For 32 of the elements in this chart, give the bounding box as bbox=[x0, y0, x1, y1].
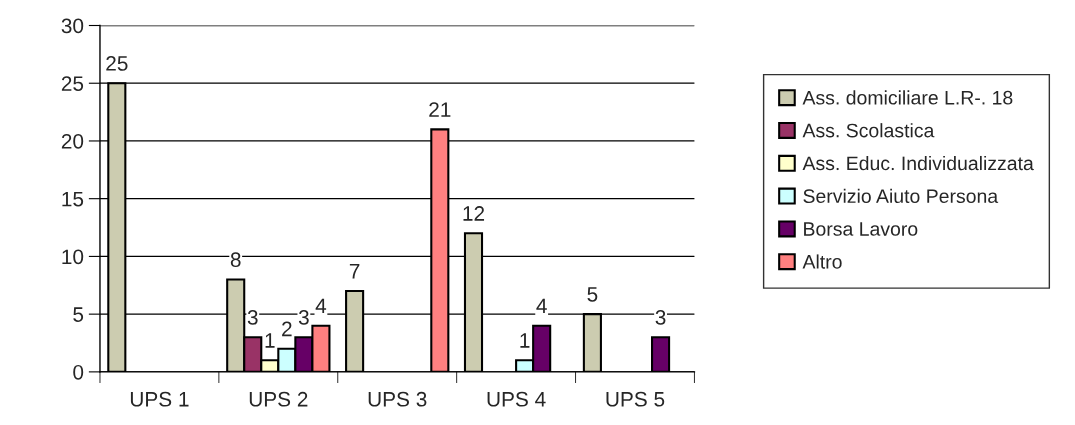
y-tick-label: 25 bbox=[61, 76, 84, 91]
data-label: 3 bbox=[247, 310, 258, 325]
data-label: 3 bbox=[298, 310, 309, 325]
y-tick-label: 5 bbox=[73, 307, 84, 322]
data-label: 21 bbox=[429, 102, 451, 117]
y-tick-label: 10 bbox=[62, 249, 84, 265]
data-label: 1 bbox=[520, 333, 530, 348]
y-tick-label: 30 bbox=[61, 18, 84, 34]
data-label: 4 bbox=[536, 298, 547, 314]
data-label: 5 bbox=[587, 287, 598, 302]
y-tick-label: 20 bbox=[61, 133, 84, 149]
data-label: 12 bbox=[463, 206, 485, 221]
data-label: 1 bbox=[265, 333, 275, 348]
data-label: 3 bbox=[655, 310, 666, 325]
data-label: 7 bbox=[349, 264, 360, 279]
legend-label: Servizio Aiuto Persona bbox=[803, 188, 999, 204]
data-label: 25 bbox=[106, 56, 128, 71]
x-tick-label: UPS 2 bbox=[249, 391, 308, 407]
legend-label: Altro bbox=[802, 254, 842, 269]
data-label: 8 bbox=[230, 252, 241, 268]
x-tick-label: UPS 3 bbox=[368, 391, 427, 407]
legend-label: Ass. domiciliare L.R-. 18 bbox=[802, 90, 1013, 105]
data-label: 2 bbox=[282, 321, 292, 337]
x-tick-label: UPS 4 bbox=[487, 391, 546, 407]
y-tick-label: 0 bbox=[73, 364, 84, 380]
x-tick-label: UPS 1 bbox=[130, 391, 189, 407]
x-tick-label: UPS 5 bbox=[606, 391, 665, 407]
data-label: 4 bbox=[315, 298, 327, 314]
legend-label: Ass. Scolastica bbox=[802, 123, 935, 138]
legend-label: Ass. Educ. Individualizzata bbox=[802, 155, 1034, 171]
legend-label: Borsa Lavoro bbox=[804, 222, 918, 236]
y-tick-label: 15 bbox=[62, 191, 84, 207]
